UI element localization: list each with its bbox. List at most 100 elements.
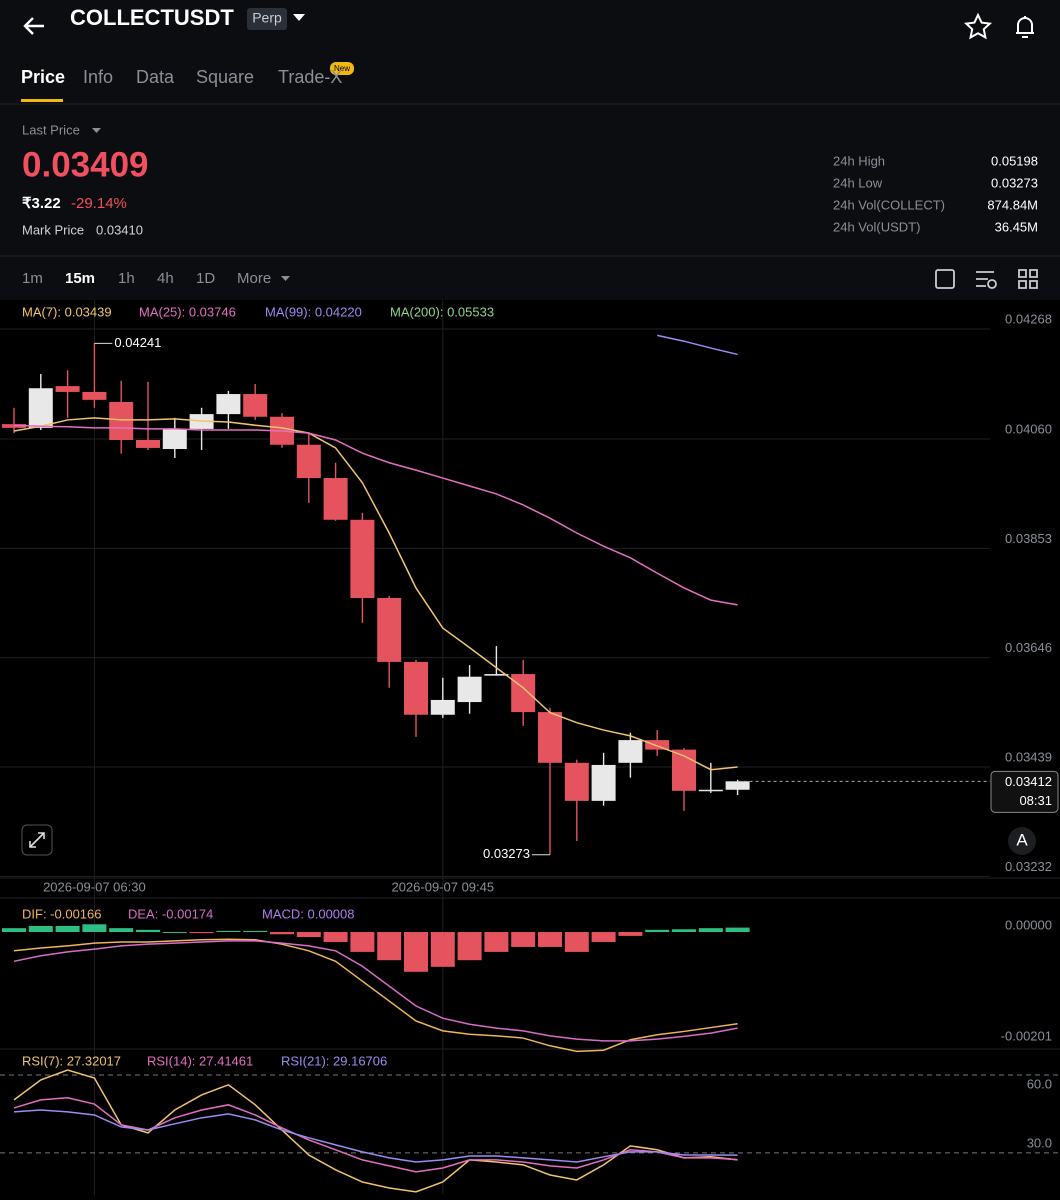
macd-bar xyxy=(243,930,268,933)
legend-entry: RSI(14): 27.41461 xyxy=(147,1053,253,1068)
last-price-dropdown[interactable] xyxy=(92,128,101,133)
macd-bar xyxy=(296,932,321,937)
interval[interactable]: 15m xyxy=(65,270,95,287)
macd-bar xyxy=(270,932,294,935)
ma-line xyxy=(13,417,738,771)
tab[interactable]: Data xyxy=(136,67,175,87)
candle-body xyxy=(136,440,160,448)
macd-bar xyxy=(189,932,214,934)
candle-body xyxy=(55,386,80,392)
fiat-price: ₹3.22 xyxy=(22,195,61,212)
macd-bar xyxy=(511,932,536,947)
candle-body xyxy=(296,444,321,479)
interval[interactable]: 1m xyxy=(22,270,43,287)
candle-body xyxy=(404,661,428,715)
candle-body xyxy=(618,740,643,763)
y-tick-label: 0.03232 xyxy=(1005,859,1052,874)
tool-icon[interactable] xyxy=(1018,269,1038,289)
mark-price: 0.03410 xyxy=(96,222,143,237)
y-tick-label: 0.03646 xyxy=(1005,640,1052,655)
x-tick-label: 2026-09-07 06:30 xyxy=(43,879,146,894)
expand-icon xyxy=(29,832,45,848)
interval[interactable]: 1h xyxy=(118,270,135,287)
badge-bg xyxy=(247,8,287,30)
last-price: 0.03409 xyxy=(22,145,149,184)
candle-body xyxy=(564,762,589,801)
tab[interactable]: Trade-X xyxy=(278,67,342,87)
candle-body xyxy=(377,597,402,662)
candle-body xyxy=(162,428,187,449)
macd-bar xyxy=(323,932,348,942)
chart-tools xyxy=(935,269,1038,289)
symbol: COLLECTUSDT xyxy=(70,5,234,30)
tool-icon[interactable] xyxy=(935,269,955,289)
alert-button[interactable] xyxy=(1016,16,1034,38)
y-tick-label: 0.04060 xyxy=(1005,421,1052,436)
legend-entry: MA(7): 0.03439 xyxy=(22,304,112,319)
top-panel xyxy=(0,0,1060,300)
candle-body xyxy=(109,401,134,441)
candle-body xyxy=(698,789,723,792)
y-tick-label: 0.03439 xyxy=(1005,749,1052,764)
macd-bar xyxy=(564,932,589,952)
expand-button[interactable] xyxy=(21,824,53,856)
favorite-button[interactable] xyxy=(963,12,993,40)
tab[interactable]: Square xyxy=(196,67,254,87)
macd-bar xyxy=(538,932,562,947)
candle-body xyxy=(82,391,107,400)
legend-entry: MA(99): 0.04220 xyxy=(265,304,362,319)
macd-bar xyxy=(618,932,643,936)
stat-value: 0.03273 xyxy=(991,175,1038,190)
scale-button[interactable] xyxy=(1008,827,1036,855)
current-price: 0.03412 xyxy=(1005,774,1052,789)
macd-bar xyxy=(377,932,402,961)
macd-bar xyxy=(216,930,241,933)
candle-body xyxy=(538,712,562,763)
macd-line xyxy=(13,938,738,1053)
macd-bar xyxy=(430,932,455,967)
macd-bar xyxy=(350,932,375,952)
candle-body xyxy=(2,424,26,428)
candle-body xyxy=(350,519,375,598)
x-tick-label: 2026-09-07 09:45 xyxy=(391,879,494,894)
back-button[interactable] xyxy=(23,17,44,35)
candle-body xyxy=(484,674,509,676)
candle-body xyxy=(323,478,348,520)
macd-bar xyxy=(55,925,80,933)
candle-body xyxy=(725,781,750,790)
candle-body xyxy=(243,394,268,417)
symbol-dropdown[interactable] xyxy=(293,14,305,21)
legend-entry: RSI(21): 29.16706 xyxy=(281,1053,387,1068)
macd-bar xyxy=(109,928,134,933)
tab[interactable]: Info xyxy=(83,67,113,87)
new-badge-bg xyxy=(330,62,354,75)
macd-bar xyxy=(28,925,53,933)
y-tick-label: 0.03853 xyxy=(1005,531,1052,546)
stat-label: 24h High xyxy=(833,153,885,168)
low-label: 0.03273 xyxy=(483,846,530,861)
stat-label: 24h Low xyxy=(833,175,883,190)
y-tick-label: 0.00000 xyxy=(1005,917,1052,932)
mark-price-label: Mark Price xyxy=(22,222,84,237)
interval[interactable]: 4h xyxy=(157,270,174,287)
tab[interactable]: Price xyxy=(21,67,65,87)
macd-bar xyxy=(484,932,509,952)
y-tick-label: 30.0 xyxy=(1027,1135,1052,1150)
tool-icon[interactable] xyxy=(976,271,994,287)
y-tick-label: 60.0 xyxy=(1027,1076,1052,1091)
ma-line xyxy=(13,424,738,606)
candle-body xyxy=(511,674,536,713)
stat-value: 874.84M xyxy=(987,197,1038,212)
symbol-badge: Perp xyxy=(252,10,282,26)
macd-bar xyxy=(645,929,670,933)
countdown: 08:31 xyxy=(1019,793,1052,808)
interval[interactable]: More xyxy=(237,270,271,287)
more-dropdown[interactable] xyxy=(281,276,290,281)
macd-bar xyxy=(404,932,428,972)
chart-panel xyxy=(0,300,1060,1200)
interval[interactable]: 1D xyxy=(196,270,215,287)
scale-button-label: A xyxy=(1016,830,1028,849)
macd-bar xyxy=(698,928,723,933)
y-tick-label: 0.04268 xyxy=(1005,311,1052,326)
candle-body xyxy=(28,388,53,428)
